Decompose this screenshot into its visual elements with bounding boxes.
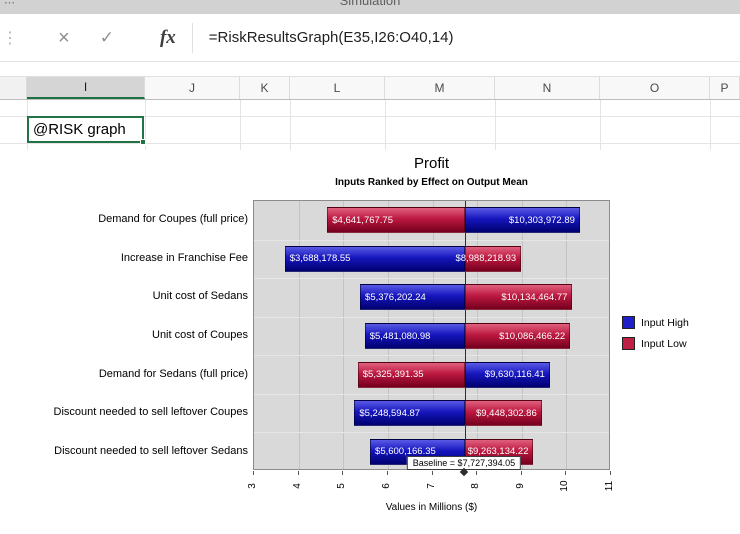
axis-tick-label: 5 — [336, 476, 348, 496]
bar-value-label: $10,086,466.22 — [495, 331, 569, 342]
axis-tick — [387, 471, 388, 475]
category-label: Demand for Sedans (full price) — [35, 367, 248, 381]
category-label: Discount needed to sell leftover Coupes — [35, 405, 248, 419]
chart-title: Profit — [253, 155, 610, 172]
axis-tick — [565, 471, 566, 475]
legend-item-high[interactable]: Input High — [622, 316, 689, 329]
axis-tick-label: 3 — [247, 476, 259, 496]
formula-bar-divider — [192, 23, 193, 53]
bar-value-label: $4,641,767.75 — [328, 215, 397, 226]
axis-tick — [521, 471, 522, 475]
axis-tick — [432, 471, 433, 475]
bar-value-label: $9,630,116.41 — [481, 369, 549, 380]
axis-tick — [610, 471, 611, 475]
fx-icon[interactable]: fx — [160, 27, 176, 49]
category-label: Demand for Coupes (full price) — [35, 212, 248, 226]
bar-value-label: $5,376,202.24 — [361, 292, 430, 303]
axis-tick — [476, 471, 477, 475]
formula-bar: ⋮ × ✓ fx =RiskResultsGraph(E35,I26:O40,1… — [0, 14, 740, 62]
bar-input-low: $10,086,466.22 — [465, 323, 570, 349]
axis-tick-label: 6 — [381, 476, 393, 496]
active-cell[interactable]: @RISK graph — [27, 116, 144, 143]
gridline — [0, 143, 740, 144]
bar-value-label: $5,325,391.35 — [359, 369, 428, 380]
formula-bar-gap — [0, 62, 740, 76]
axis-tick — [253, 471, 254, 475]
axis-tick — [342, 471, 343, 475]
row-separator — [254, 317, 609, 318]
column-header-J[interactable]: J — [145, 77, 240, 99]
column-header-M[interactable]: M — [385, 77, 495, 99]
column-header-O[interactable]: O — [600, 77, 710, 99]
bar-input-high: $9,630,116.41 — [465, 362, 550, 388]
risk-tornado-chart[interactable]: Profit Inputs Ranked by Effect on Output… — [35, 150, 735, 522]
bar-value-label: $10,134,464.77 — [497, 292, 571, 303]
axis-tick-label: 7 — [426, 476, 438, 496]
row-separator — [254, 432, 609, 433]
bar-value-label: $8,988,218.93 — [451, 253, 520, 264]
ribbon-strip: ⋯ Simulation — [0, 0, 740, 14]
column-header-K[interactable]: K — [240, 77, 290, 99]
ribbon-tab-simulation[interactable]: Simulation — [0, 0, 740, 8]
bar-input-low: $4,641,767.75 — [327, 207, 465, 233]
bar-input-high: $3,688,178.55 — [285, 246, 465, 272]
column-headers: IJKLMNOP — [0, 76, 740, 100]
chart-subtitle: Inputs Ranked by Effect on Output Mean — [203, 177, 660, 188]
axis-tick-label: 10 — [559, 476, 571, 496]
active-cell-text: @RISK graph — [33, 121, 126, 138]
bar-input-low: $5,325,391.35 — [358, 362, 465, 388]
column-header-I[interactable]: I — [27, 77, 145, 99]
row-separator — [254, 240, 609, 241]
bar-input-low: $10,134,464.77 — [465, 284, 572, 310]
bar-value-label: $3,688,178.55 — [286, 253, 355, 264]
legend-swatch-low — [622, 337, 635, 350]
legend-swatch-high — [622, 316, 635, 329]
category-label: Discount needed to sell leftover Sedans — [35, 444, 248, 458]
column-header-P[interactable]: P — [710, 77, 740, 99]
bar-value-label: $10,303,972.89 — [505, 215, 579, 226]
fill-handle[interactable] — [140, 139, 146, 145]
x-axis-label: Values in Millions ($) — [253, 502, 610, 513]
legend-label: Input High — [641, 317, 689, 329]
cancel-icon[interactable]: × — [58, 28, 70, 48]
plot-area: $4,641,767.75 $10,303,972.89 $3,688,178.55… — [253, 200, 610, 470]
plot-gridline — [343, 201, 344, 469]
formula-input[interactable]: =RiskResultsGraph(E35,I26:O40,14) — [209, 29, 740, 46]
spreadsheet-grid[interactable]: @RISK graph Profit Inputs Ranked by Effe… — [0, 100, 740, 534]
bar-value-label: $9,448,302.86 — [472, 408, 541, 419]
row-separator — [254, 355, 609, 356]
bar-input-low: $9,448,302.86 — [465, 400, 542, 426]
plot-gridline — [299, 201, 300, 469]
axis-tick-label: 11 — [604, 476, 616, 496]
select-all-corner[interactable] — [0, 77, 27, 99]
bar-input-high: $5,481,080.98 — [365, 323, 465, 349]
column-header-N[interactable]: N — [495, 77, 600, 99]
axis-tick-label: 4 — [292, 476, 304, 496]
row-separator — [254, 394, 609, 395]
bar-input-low: $8,988,218.93 — [465, 246, 521, 272]
category-label: Increase in Franchise Fee — [35, 251, 248, 265]
chart-legend[interactable]: Input High Input Low — [622, 316, 689, 358]
bar-value-label: $5,248,594.87 — [355, 408, 424, 419]
bar-input-high: $10,303,972.89 — [465, 207, 580, 233]
axis-tick-label: 8 — [470, 476, 482, 496]
bar-value-label: $5,481,080.98 — [366, 331, 435, 342]
formula-bar-grip-icon[interactable]: ⋮ — [2, 28, 14, 48]
bar-input-high: $5,248,594.87 — [354, 400, 465, 426]
legend-label: Input Low — [641, 338, 687, 350]
legend-item-low[interactable]: Input Low — [622, 337, 689, 350]
category-label: Unit cost of Sedans — [35, 289, 248, 303]
row-separator — [254, 278, 609, 279]
category-label: Unit cost of Coupes — [35, 328, 248, 342]
axis-tick — [298, 471, 299, 475]
axis-tick-label: 9 — [515, 476, 527, 496]
enter-icon[interactable]: ✓ — [100, 28, 114, 48]
column-header-L[interactable]: L — [290, 77, 385, 99]
bar-input-high: $5,376,202.24 — [360, 284, 465, 310]
